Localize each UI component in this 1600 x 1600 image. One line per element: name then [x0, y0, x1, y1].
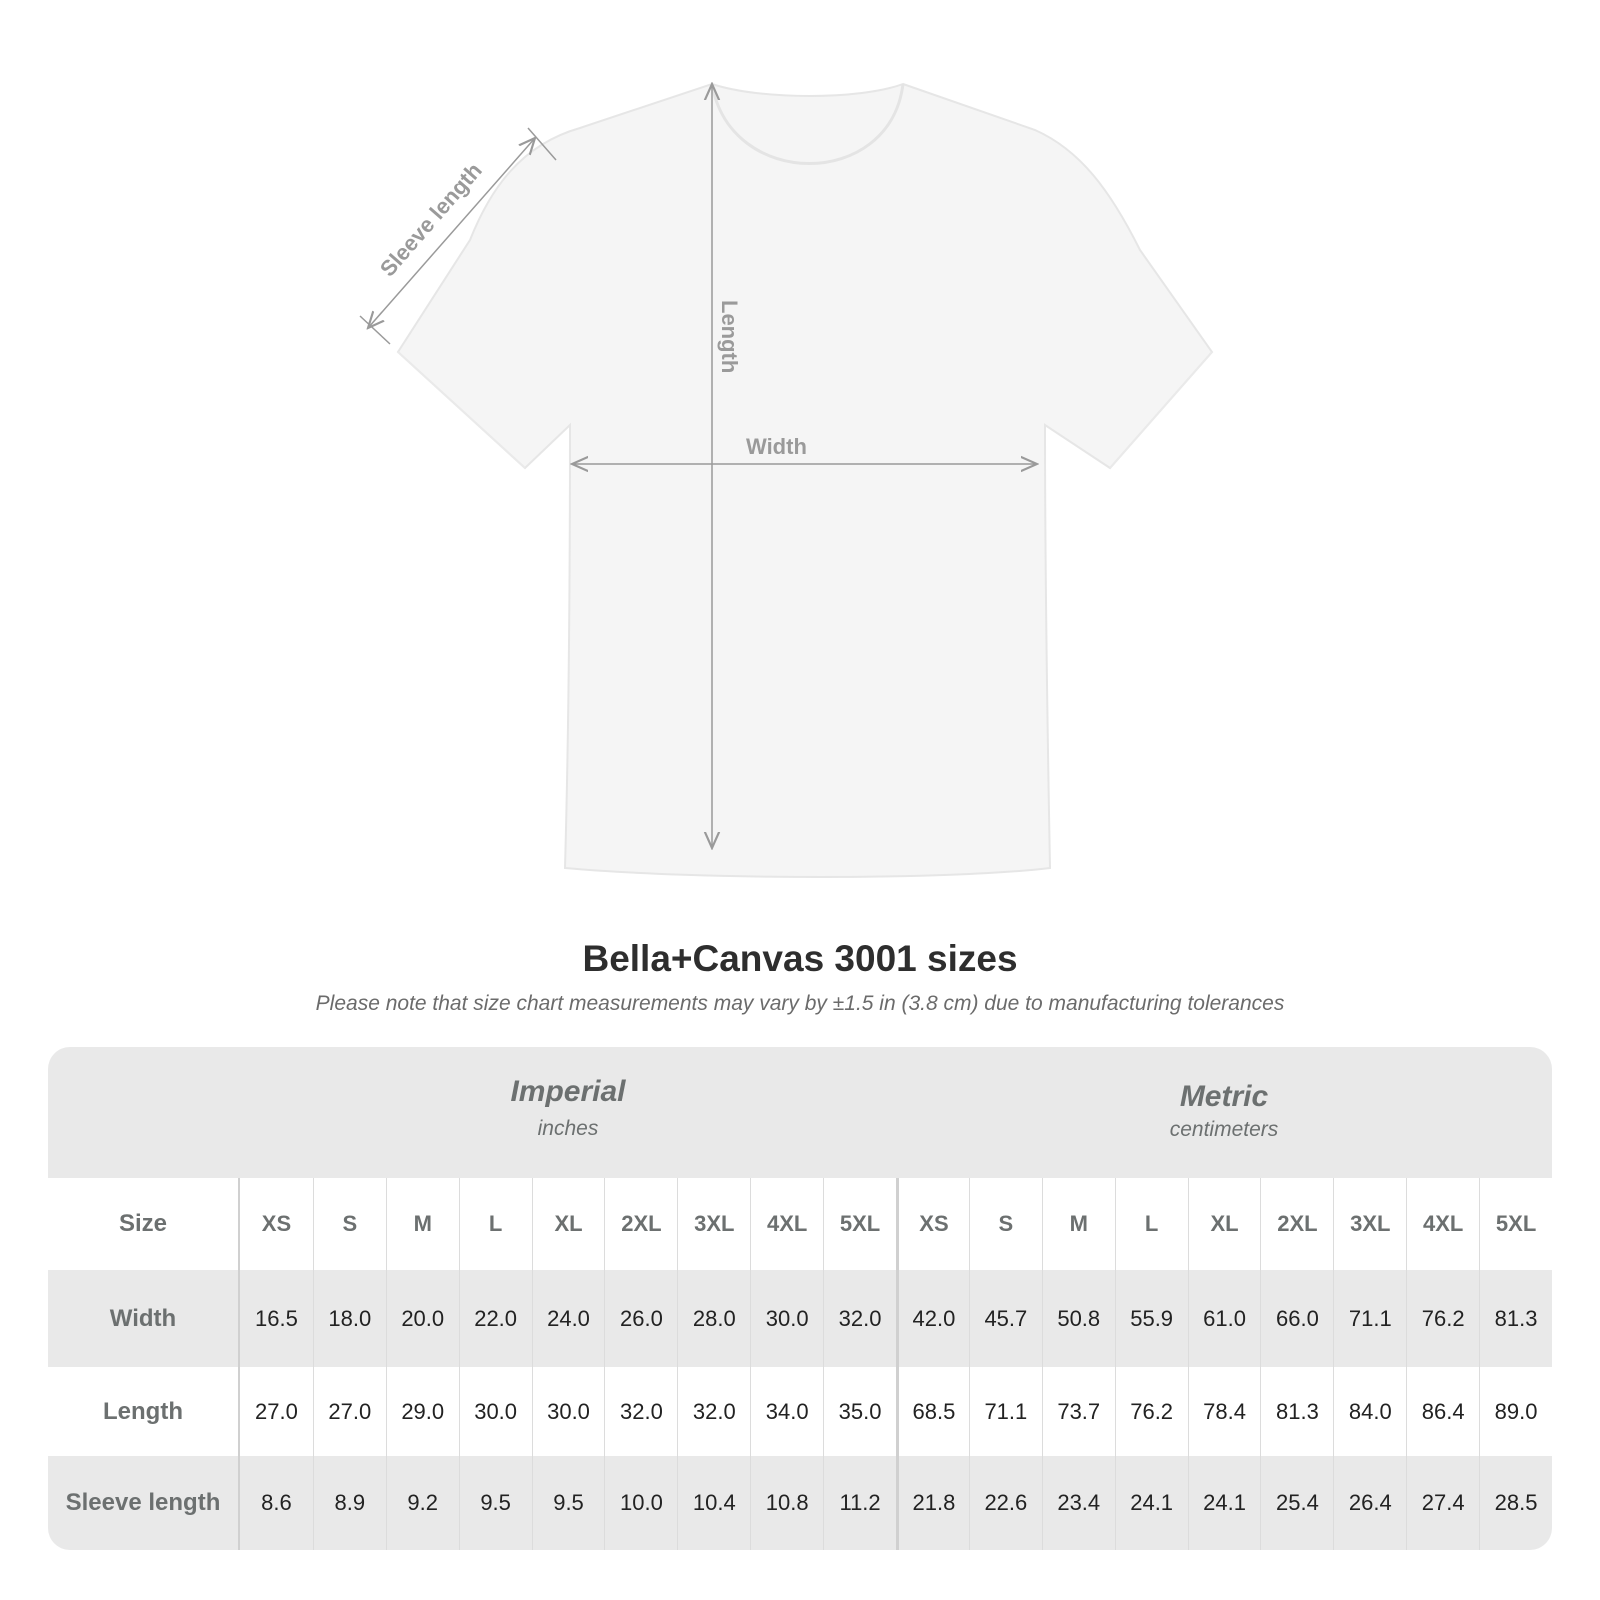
value-cell: 8.9 — [312, 1456, 386, 1550]
table-row: Length 27.0 27.0 29.0 30.0 30.0 32.0 32.0 34.0 35… — [48, 1367, 1552, 1456]
value-cell: 26.4 — [1333, 1456, 1406, 1550]
group-header-band — [48, 1047, 1552, 1178]
value-cell: 30.0 — [458, 1367, 532, 1456]
row-label: Length — [48, 1367, 240, 1456]
size-header-cell: 3XL — [1333, 1178, 1406, 1270]
size-header-cell: 2XL — [604, 1178, 677, 1270]
value-cell: 86.4 — [1406, 1367, 1479, 1456]
value-cell: 10.8 — [750, 1456, 823, 1550]
value-cell: 11.2 — [823, 1456, 896, 1550]
value-cell: 61.0 — [1187, 1270, 1261, 1367]
value-cell: 8.6 — [261, 1490, 292, 1515]
value-cell: 20.0 — [385, 1270, 459, 1367]
tshirt-shape — [396, 82, 1214, 878]
value-cell: 27.0 — [312, 1367, 386, 1456]
value-cell: 71.1 — [1333, 1270, 1406, 1367]
size-header-cell: 2XL — [1260, 1178, 1333, 1270]
size-header-cell: L — [1114, 1178, 1188, 1270]
size-header-row: Size XS S M L XL 2XL 3XL 4XL 5XL XS S M L XL 2XL 3XL 4XL 5… — [48, 1178, 1552, 1270]
value-cell: 21.8 — [896, 1456, 969, 1550]
size-header-cell: XS — [261, 1211, 292, 1236]
value-cell: 73.7 — [1041, 1367, 1115, 1456]
size-header-cell: 3XL — [677, 1178, 750, 1270]
value-cell: 28.5 — [1479, 1456, 1552, 1550]
value-cell: 10.4 — [677, 1456, 750, 1550]
size-header-cell: 5XL — [823, 1178, 896, 1270]
value-cell: 26.0 — [604, 1270, 677, 1367]
value-cell: 32.0 — [677, 1367, 750, 1456]
value-cell: 35.0 — [823, 1367, 896, 1456]
tshirt-measurement-diagram: Sleeve length Length Width — [359, 0, 1214, 878]
value-cell: 22.0 — [458, 1270, 532, 1367]
size-header-cell: 4XL — [750, 1178, 823, 1270]
width-label: Width — [746, 434, 807, 459]
value-cell: 45.7 — [968, 1270, 1042, 1367]
value-cell: 29.0 — [385, 1367, 459, 1456]
value-cell: 23.4 — [1041, 1456, 1115, 1550]
group-metric: Metric centimeters — [1169, 1080, 1279, 1141]
value-cell: 76.2 — [1114, 1367, 1188, 1456]
tolerance-note: Please note that size chart measurements… — [315, 992, 1285, 1015]
table-row: Width 16.5 18.0 20.0 22.0 24.0 26.0 28.0 30.0 32.… — [48, 1270, 1552, 1367]
value-cell: 9.2 — [385, 1456, 459, 1550]
row-label: Sleeve length — [48, 1456, 240, 1550]
value-cell: 76.2 — [1406, 1270, 1479, 1367]
value-cell: 89.0 — [1479, 1367, 1552, 1456]
group-imperial: Imperial inches — [510, 1075, 626, 1140]
value-cell: 42.0 — [896, 1270, 969, 1367]
value-cell: 50.8 — [1041, 1270, 1115, 1367]
collar — [710, 83, 905, 165]
value-cell: 27.4 — [1406, 1456, 1479, 1550]
size-header-cell: 4XL — [1406, 1178, 1479, 1270]
value-cell: 24.0 — [531, 1270, 605, 1367]
size-header-cell: M — [385, 1178, 459, 1270]
value-cell: 10.0 — [604, 1456, 677, 1550]
value-cell: 66.0 — [1260, 1270, 1333, 1367]
value-cell: 9.5 — [531, 1456, 605, 1550]
value-cell: 27.0 — [255, 1398, 298, 1424]
size-header-cell: XL — [1187, 1178, 1261, 1270]
value-cell: 81.3 — [1479, 1270, 1552, 1367]
size-header-cell: M — [1041, 1178, 1115, 1270]
size-header-cell: XS — [896, 1178, 969, 1270]
value-cell: 24.1 — [1187, 1456, 1261, 1550]
row-label: Width — [48, 1270, 240, 1367]
value-cell: 25.4 — [1260, 1456, 1333, 1550]
value-cell: 34.0 — [750, 1367, 823, 1456]
size-header-cell: S — [968, 1178, 1042, 1270]
value-cell: 9.5 — [458, 1456, 532, 1550]
value-cell: 81.3 — [1260, 1367, 1333, 1456]
value-cell: 18.0 — [312, 1270, 386, 1367]
value-cell: 16.5 — [255, 1305, 298, 1331]
size-header-cell: XL — [531, 1178, 605, 1270]
length-label: Length — [717, 300, 742, 373]
table-row: Sleeve length 8.6 8.9 9.2 9.5 9.5 10.0 10.4 10.8… — [48, 1456, 1552, 1550]
value-cell: 30.0 — [750, 1270, 823, 1367]
size-header-cell: 5XL — [1479, 1178, 1552, 1270]
size-table: Imperial inches Metric centimeters Size X… — [48, 1047, 1552, 1550]
value-cell: 32.0 — [823, 1270, 896, 1367]
value-cell: 30.0 — [531, 1367, 605, 1456]
value-cell: 84.0 — [1333, 1367, 1406, 1456]
value-cell: 55.9 — [1114, 1270, 1188, 1367]
value-cell: 32.0 — [604, 1367, 677, 1456]
value-cell: 24.1 — [1114, 1456, 1188, 1550]
value-cell: 22.6 — [968, 1456, 1042, 1550]
value-cell: 28.0 — [677, 1270, 750, 1367]
size-header-cell: S — [312, 1178, 386, 1270]
page-title: Bella+Canvas 3001 sizes — [582, 938, 1018, 979]
size-header-cell: L — [458, 1178, 532, 1270]
value-cell: 71.1 — [968, 1367, 1042, 1456]
value-cell: 78.4 — [1187, 1367, 1261, 1456]
value-cell: 68.5 — [896, 1367, 969, 1456]
row-label: Size — [48, 1178, 240, 1270]
sleeve-arrow — [368, 138, 535, 328]
